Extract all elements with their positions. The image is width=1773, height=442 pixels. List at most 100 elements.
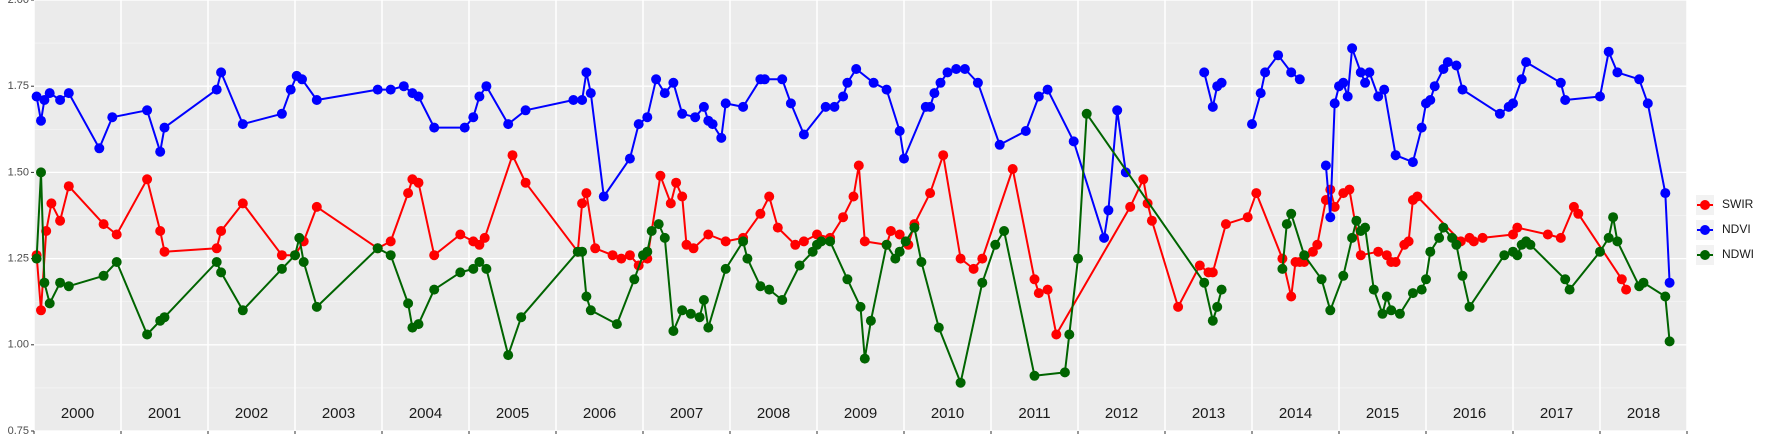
data-point bbox=[855, 301, 866, 312]
data-point bbox=[111, 257, 122, 267]
year-label: 2012 bbox=[1105, 405, 1138, 422]
data-point bbox=[607, 250, 618, 261]
data-point bbox=[977, 253, 988, 264]
data-point bbox=[1338, 77, 1349, 88]
data-point bbox=[581, 67, 592, 78]
data-point bbox=[507, 150, 518, 161]
data-point bbox=[894, 126, 905, 136]
data-point bbox=[659, 232, 670, 243]
data-point bbox=[142, 105, 153, 116]
data-point bbox=[885, 226, 896, 236]
data-point bbox=[1338, 270, 1349, 281]
x-axis: 2000 2001 2002 2003 2004 2005 2006 2007 2008 2009… bbox=[33, 405, 1688, 434]
data-point bbox=[1138, 174, 1149, 185]
data-point bbox=[1560, 274, 1571, 285]
data-point bbox=[655, 170, 666, 181]
data-point bbox=[577, 246, 588, 257]
y-tick-label: 1.25 bbox=[8, 253, 29, 265]
data-point bbox=[1429, 81, 1440, 92]
data-point bbox=[311, 301, 322, 312]
data-point bbox=[31, 91, 42, 102]
data-point bbox=[653, 219, 664, 230]
data-point bbox=[720, 263, 731, 274]
data-point bbox=[237, 119, 248, 130]
data-point bbox=[868, 77, 879, 88]
data-point bbox=[94, 143, 105, 154]
data-point bbox=[1477, 232, 1488, 243]
data-point bbox=[155, 146, 166, 157]
year-label: 2008 bbox=[757, 405, 790, 422]
data-point bbox=[798, 129, 809, 140]
data-point bbox=[98, 219, 109, 230]
data-point bbox=[1638, 277, 1649, 288]
data-point bbox=[1299, 250, 1310, 261]
data-point bbox=[1595, 91, 1605, 102]
data-point bbox=[474, 239, 485, 250]
data-point bbox=[1029, 274, 1040, 285]
data-point bbox=[372, 84, 383, 95]
data-point bbox=[1390, 257, 1401, 267]
data-point bbox=[716, 132, 727, 143]
data-point bbox=[211, 84, 222, 95]
data-point bbox=[276, 250, 287, 261]
data-point bbox=[516, 312, 527, 323]
data-point bbox=[1379, 84, 1390, 95]
data-point bbox=[1007, 164, 1018, 174]
data-point bbox=[1407, 288, 1418, 299]
data-point bbox=[1033, 288, 1044, 299]
data-point bbox=[772, 222, 783, 233]
data-point bbox=[1616, 274, 1627, 285]
legend-item-ndwi: NDWI bbox=[1696, 245, 1754, 265]
data-point bbox=[1316, 274, 1327, 285]
data-point bbox=[155, 226, 166, 236]
data-point bbox=[1425, 95, 1436, 105]
data-point bbox=[1242, 212, 1253, 223]
data-point bbox=[1255, 88, 1266, 99]
legend-key-point bbox=[1700, 225, 1710, 235]
data-point bbox=[237, 305, 248, 316]
data-point bbox=[1451, 239, 1462, 250]
data-point bbox=[764, 284, 775, 295]
data-point bbox=[1512, 250, 1523, 261]
data-point bbox=[581, 291, 592, 302]
data-point bbox=[842, 274, 853, 285]
data-point bbox=[955, 377, 966, 388]
data-point bbox=[1216, 284, 1227, 295]
data-point bbox=[951, 64, 962, 74]
data-point bbox=[1373, 246, 1384, 257]
data-point bbox=[685, 308, 696, 319]
data-point bbox=[298, 257, 309, 267]
data-point bbox=[642, 112, 653, 123]
data-point bbox=[694, 312, 705, 323]
data-point bbox=[1260, 67, 1271, 78]
data-point bbox=[311, 95, 322, 105]
data-point bbox=[1220, 219, 1231, 230]
data-point bbox=[1612, 67, 1623, 78]
data-point bbox=[1099, 232, 1110, 243]
data-point bbox=[107, 112, 118, 123]
data-point bbox=[468, 263, 479, 274]
data-point bbox=[1416, 284, 1427, 295]
data-point bbox=[1355, 67, 1366, 78]
data-point bbox=[990, 239, 1001, 250]
data-point bbox=[1573, 208, 1584, 219]
data-point bbox=[816, 236, 827, 247]
data-point bbox=[665, 198, 676, 209]
data-point bbox=[46, 198, 57, 209]
data-point bbox=[820, 101, 831, 112]
y-tick-label: 2.00 bbox=[8, 0, 29, 6]
data-point bbox=[851, 64, 862, 74]
data-point bbox=[925, 188, 936, 199]
data-point bbox=[468, 112, 479, 123]
data-point bbox=[1377, 308, 1388, 319]
data-point bbox=[1064, 329, 1075, 340]
data-point bbox=[237, 198, 248, 209]
data-point bbox=[1207, 315, 1218, 326]
data-point bbox=[1381, 291, 1392, 302]
data-point bbox=[590, 243, 601, 254]
data-point bbox=[36, 167, 46, 178]
data-point bbox=[624, 153, 635, 164]
y-tick-label: 0.75 bbox=[8, 425, 29, 437]
data-point bbox=[1499, 250, 1510, 261]
data-point bbox=[925, 101, 936, 112]
